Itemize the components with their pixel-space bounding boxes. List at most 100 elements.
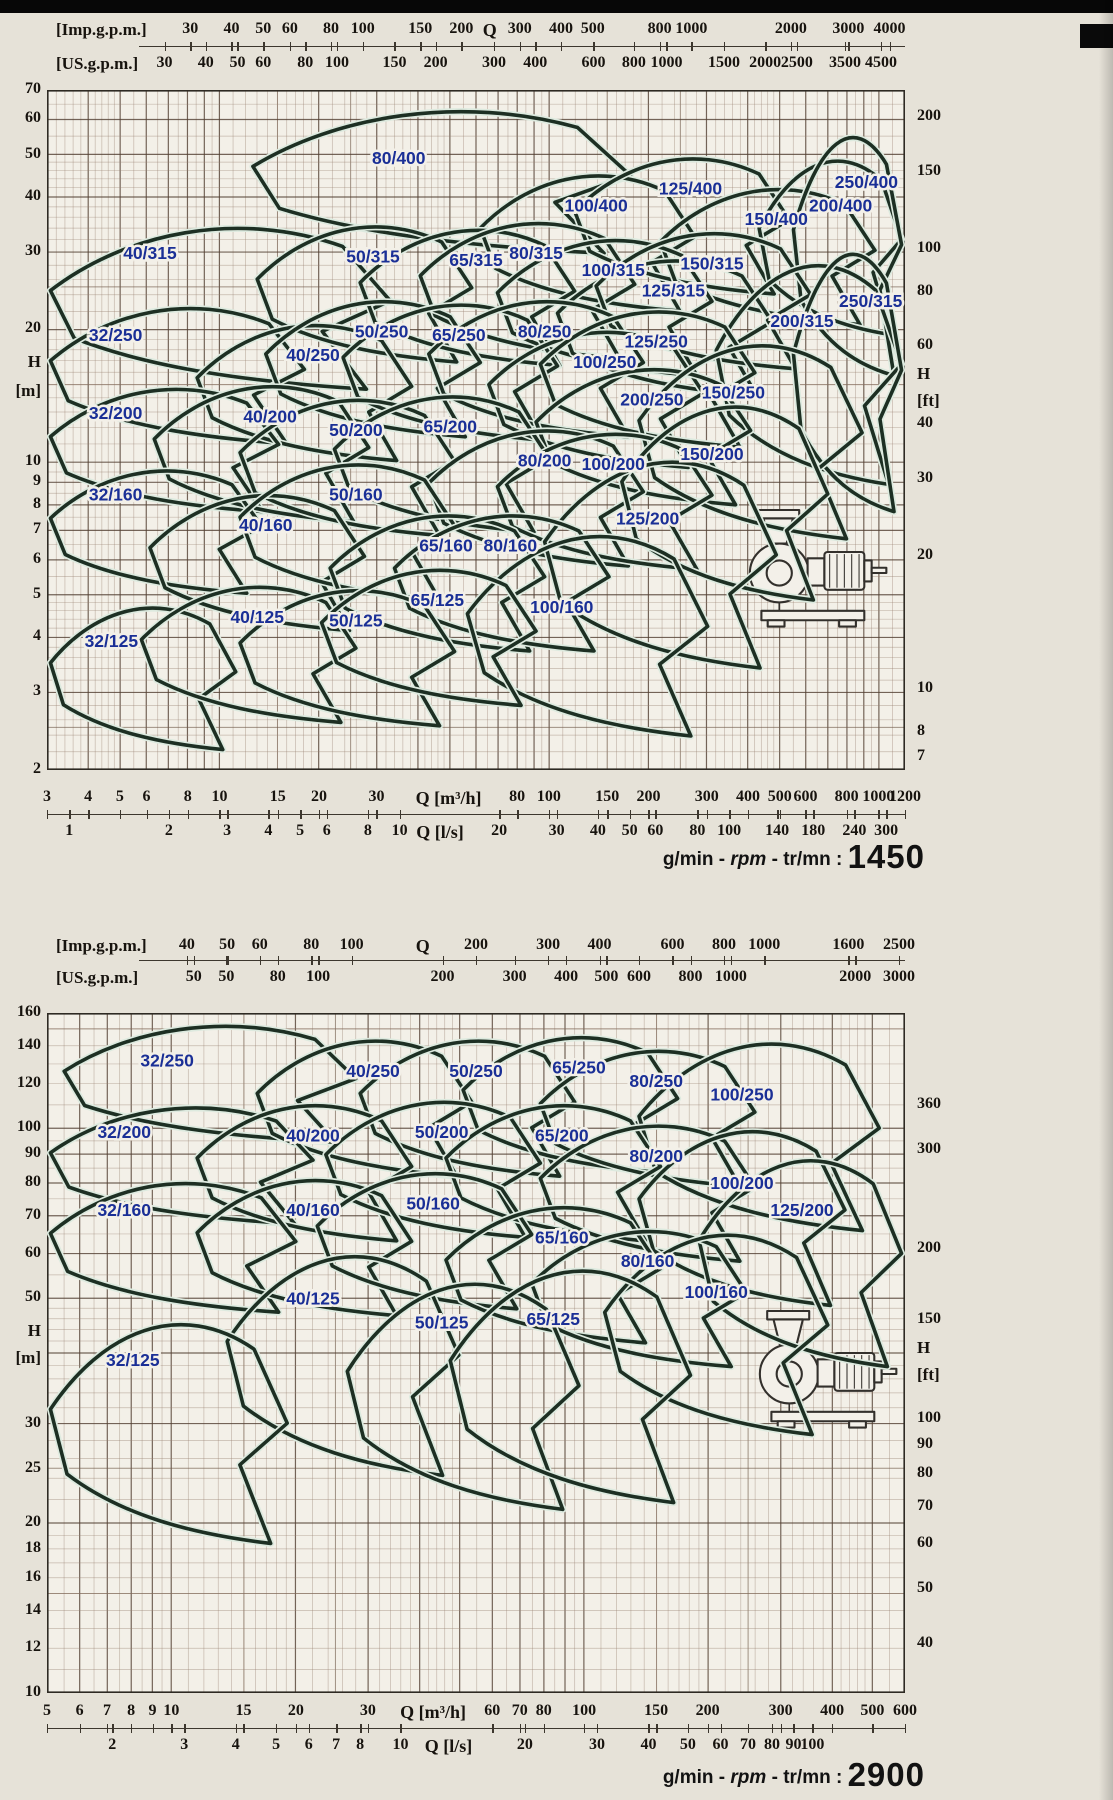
axis-tick-mark bbox=[362, 42, 365, 51]
axis-tick-label: 70 bbox=[511, 1702, 528, 1719]
axis-tick-label: 60 bbox=[712, 1736, 729, 1753]
axis-tick-label: 20 bbox=[491, 822, 508, 839]
axis-tick-mark bbox=[277, 956, 280, 965]
pump-region-65-250 bbox=[341, 303, 560, 442]
pump-region-100-200 bbox=[637, 1129, 847, 1308]
axis-tick-mark bbox=[905, 1724, 907, 1733]
axis-tick-label: 8 bbox=[127, 1702, 136, 1719]
region-label: 125/200 bbox=[770, 1200, 834, 1220]
plot-grid bbox=[47, 1013, 905, 1693]
region-label: 150/315 bbox=[680, 253, 744, 273]
region-label: 200/250 bbox=[620, 389, 684, 409]
axis-unit-label: [US.g.p.m.] bbox=[56, 968, 139, 987]
axis-tick-label: 150 bbox=[917, 161, 941, 179]
axis-tick-label: 6 bbox=[75, 1702, 84, 1719]
axis-tick-label: 100 bbox=[717, 822, 742, 839]
axis-tick-label: 30 bbox=[156, 54, 173, 71]
axis-tick-mark bbox=[593, 42, 595, 51]
axis-tick-label: 10 bbox=[163, 1702, 180, 1719]
axis-tick-mark bbox=[779, 810, 782, 819]
axis-tick-mark bbox=[235, 1724, 238, 1733]
axis-tick-mark bbox=[592, 42, 595, 51]
axis-tick-mark bbox=[566, 956, 568, 965]
axis-tick-label: 600 bbox=[581, 54, 606, 71]
axis-tick-label: 70 bbox=[25, 1205, 41, 1223]
axis-tick-label: 60 bbox=[484, 1702, 501, 1719]
axis-tick-label: 240 bbox=[842, 822, 867, 839]
axis-tick-label: 150 bbox=[595, 788, 620, 805]
axis-tick-mark bbox=[905, 810, 907, 819]
pump-region-40-160 bbox=[195, 1178, 414, 1318]
pump-region-150-250 bbox=[637, 344, 864, 541]
caption-sep: - bbox=[713, 1767, 731, 1788]
axis-tick-label: 200 bbox=[695, 1702, 720, 1719]
axis-tick-label: 100 bbox=[572, 1702, 597, 1719]
region-label: 125/400 bbox=[659, 179, 723, 199]
axis-tick-mark bbox=[747, 1724, 750, 1733]
axis-tick-label: 80 bbox=[269, 968, 286, 985]
axis-tick-label: 40 bbox=[589, 822, 606, 839]
axis-tick-mark bbox=[88, 810, 90, 819]
pump-region-80-315 bbox=[418, 221, 637, 361]
axis-quantity-label: Q [m³/h] bbox=[415, 788, 482, 808]
axis-tick-label: 300 bbox=[694, 788, 719, 805]
axis-tick-label: 9 bbox=[33, 472, 41, 490]
axis-tick-label: 20 bbox=[310, 788, 327, 805]
axis-tick-label: 1200 bbox=[889, 788, 921, 805]
caption-gmin: g/min bbox=[662, 1767, 714, 1788]
axis-tick-label: 5 bbox=[296, 822, 305, 839]
axis-tick-label: 1000 bbox=[675, 20, 708, 37]
region-label: 250/315 bbox=[839, 291, 903, 311]
axis-tick-mark bbox=[237, 42, 239, 51]
axis-quantity-label: [m] bbox=[15, 381, 41, 401]
axis-tick-label: 3 bbox=[223, 822, 232, 839]
axis-tick-mark bbox=[442, 956, 444, 965]
axis-tick-label: 50 bbox=[185, 968, 202, 985]
axis-tick-label: 60 bbox=[281, 20, 298, 37]
pump-region-125-400 bbox=[572, 157, 791, 296]
axis-tick-label: 80 bbox=[917, 1464, 933, 1482]
axis-tick-label: 400 bbox=[523, 54, 548, 71]
axis-tick-mark bbox=[855, 956, 857, 965]
axis-quantity-label: H bbox=[917, 364, 931, 384]
axis-line bbox=[139, 46, 905, 47]
plot-border bbox=[47, 90, 905, 770]
pump-foot bbox=[766, 619, 786, 628]
pump-region-80-250 bbox=[538, 1049, 757, 1189]
region-label: 50/315 bbox=[346, 247, 400, 267]
axis-tick-label: 150 bbox=[408, 20, 433, 37]
region-label: 40/160 bbox=[239, 515, 293, 535]
region-label: 50/200 bbox=[329, 420, 383, 440]
region-label: 40/125 bbox=[230, 607, 284, 627]
scan-artifact bbox=[1080, 24, 1113, 48]
axis-tick-mark bbox=[765, 42, 767, 51]
axis-tick-label: 30 bbox=[548, 822, 565, 839]
axis-tick-label: 200 bbox=[430, 968, 455, 985]
axis-tick-label: 6 bbox=[322, 822, 331, 839]
caption-trmn: tr/mn bbox=[783, 1767, 831, 1788]
axis-tick-label: 5 bbox=[272, 1736, 281, 1753]
axis-tick-mark bbox=[672, 956, 674, 965]
axis-tick-mark bbox=[186, 956, 189, 965]
axis-tick-label: 2 bbox=[33, 760, 41, 777]
axis-tick-label: 300 bbox=[874, 822, 899, 839]
region-label: 100/160 bbox=[530, 597, 594, 617]
axis-quantity-label: Q [l/s] bbox=[416, 822, 464, 842]
region-label: 32/200 bbox=[89, 403, 143, 423]
axis-tick-label: 600 bbox=[793, 788, 818, 805]
axis-tick-label: 10 bbox=[917, 679, 933, 697]
region-label: 80/250 bbox=[629, 1071, 683, 1091]
axis-tick-label: 8 bbox=[356, 1736, 365, 1753]
axis-tick-mark bbox=[276, 1724, 278, 1733]
axis-tick-label: 40 bbox=[917, 413, 933, 431]
axis-tick-label: 80 bbox=[689, 822, 706, 839]
axis-tick-label: 3 bbox=[180, 1736, 189, 1753]
region-label: 65/200 bbox=[535, 1125, 589, 1145]
axis-tick-label: 300 bbox=[917, 1139, 941, 1157]
caption-sep: - bbox=[713, 849, 731, 870]
axis-tick-label: 600 bbox=[627, 968, 652, 985]
region-label: 80/315 bbox=[509, 243, 563, 263]
pump-region-32-250 bbox=[62, 1024, 358, 1144]
axis-tick-label: 90 bbox=[917, 1434, 933, 1452]
caption-colon: : bbox=[830, 1767, 848, 1788]
